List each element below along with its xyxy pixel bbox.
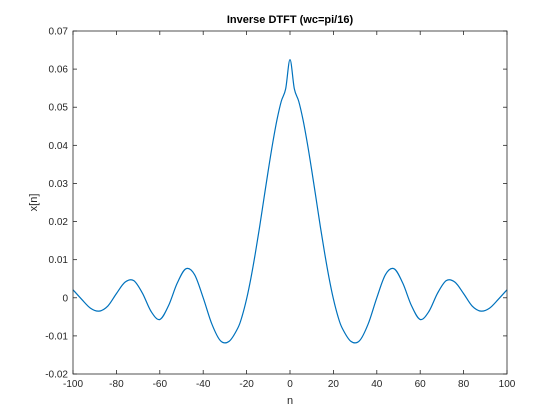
y-tick-label: 0.05: [49, 103, 69, 114]
y-tick-label: -0.02: [45, 370, 68, 381]
y-axis-label: x[n]: [28, 194, 40, 212]
x-axis-label: n: [287, 395, 293, 407]
y-tick-label: -0.01: [45, 331, 68, 342]
x-tick-label: -60: [153, 379, 168, 390]
x-tick-label: 80: [458, 379, 470, 390]
y-tick-label: 0.07: [49, 27, 69, 38]
x-tick-label: -80: [109, 379, 124, 390]
x-tick-label: 100: [499, 379, 516, 390]
plot-area: [73, 31, 507, 374]
x-tick-label: -20: [239, 379, 254, 390]
y-tick-label: 0.06: [49, 65, 69, 76]
y-tick-label: 0: [62, 293, 68, 304]
x-tick-label: 40: [371, 379, 383, 390]
y-tick-label: 0.02: [49, 217, 69, 228]
y-tick-label: 0.04: [49, 141, 69, 152]
x-tick-label: -40: [196, 379, 211, 390]
chart-title: Inverse DTFT (wc=pi/16): [227, 14, 354, 26]
x-tick-label: 60: [415, 379, 427, 390]
y-tick-label: 0.03: [49, 179, 69, 190]
x-tick-label: 20: [328, 379, 340, 390]
x-tick-label: -100: [63, 379, 83, 390]
x-tick-label: 0: [287, 379, 293, 390]
y-tick-label: 0.01: [49, 255, 69, 266]
